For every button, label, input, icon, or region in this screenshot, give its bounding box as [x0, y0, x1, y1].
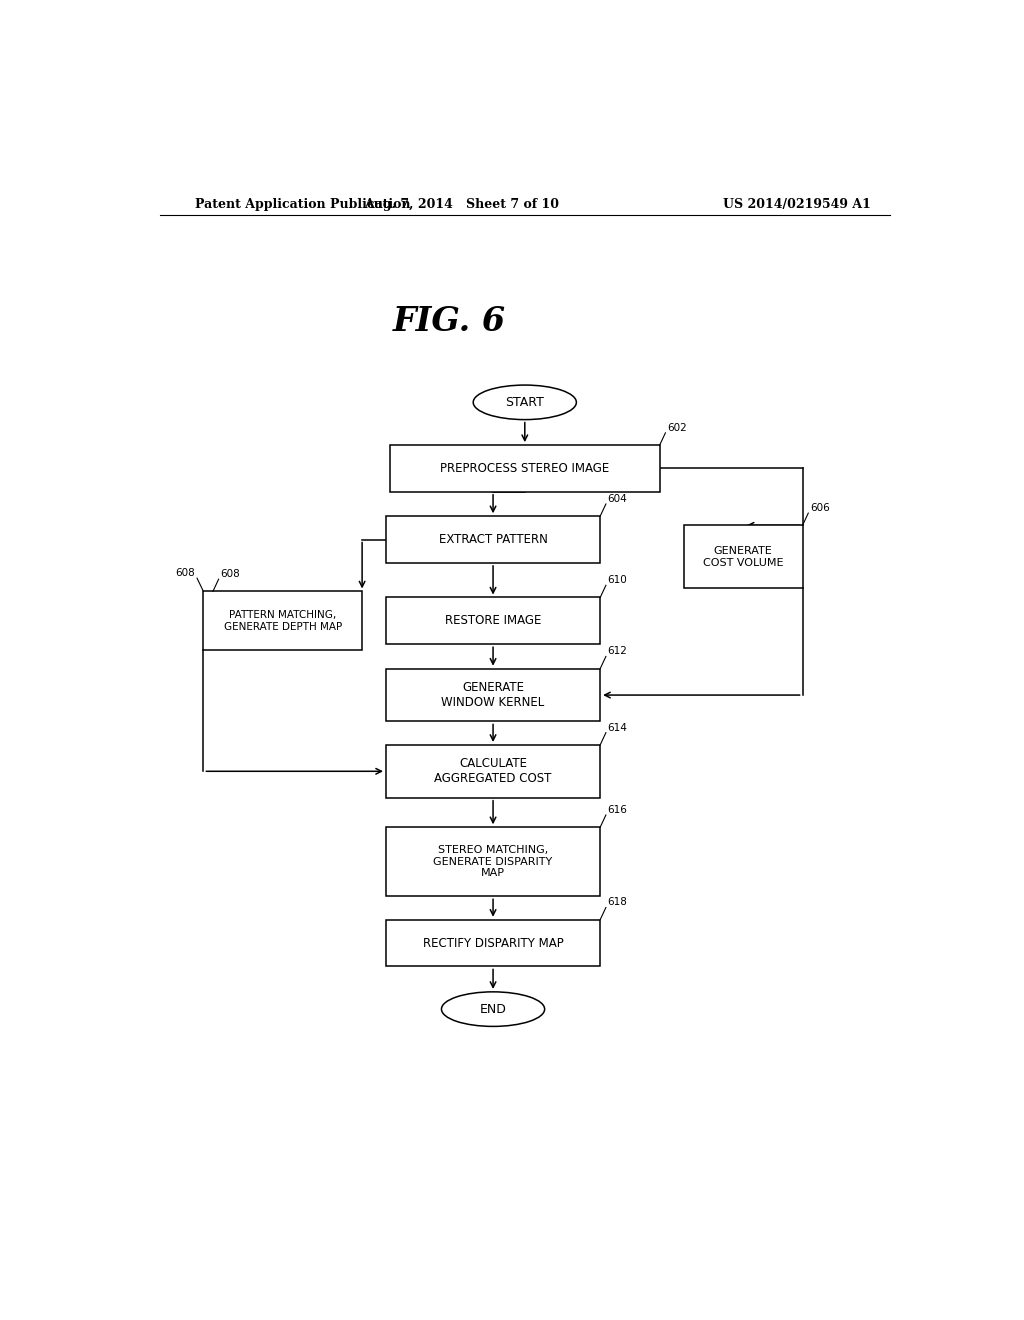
- Text: END: END: [479, 1003, 507, 1015]
- Text: RESTORE IMAGE: RESTORE IMAGE: [444, 614, 542, 627]
- Text: 604: 604: [607, 494, 628, 504]
- Text: CALCULATE
AGGREGATED COST: CALCULATE AGGREGATED COST: [434, 758, 552, 785]
- Text: GENERATE
COST VOLUME: GENERATE COST VOLUME: [702, 546, 783, 568]
- Text: 614: 614: [607, 722, 628, 733]
- Text: PREPROCESS STEREO IMAGE: PREPROCESS STEREO IMAGE: [440, 462, 609, 475]
- Text: 608: 608: [220, 569, 240, 579]
- Text: STEREO MATCHING,
GENERATE DISPARITY
MAP: STEREO MATCHING, GENERATE DISPARITY MAP: [433, 845, 553, 878]
- FancyBboxPatch shape: [204, 591, 362, 651]
- FancyBboxPatch shape: [386, 744, 600, 797]
- Text: START: START: [506, 396, 544, 409]
- Text: Aug. 7, 2014   Sheet 7 of 10: Aug. 7, 2014 Sheet 7 of 10: [364, 198, 559, 211]
- Text: 610: 610: [607, 576, 628, 585]
- Text: RECTIFY DISPARITY MAP: RECTIFY DISPARITY MAP: [423, 937, 563, 949]
- Text: 616: 616: [607, 805, 628, 814]
- Text: GENERATE
WINDOW KERNEL: GENERATE WINDOW KERNEL: [441, 681, 545, 709]
- Text: 606: 606: [810, 503, 829, 513]
- FancyBboxPatch shape: [684, 525, 803, 589]
- Ellipse shape: [441, 991, 545, 1027]
- FancyBboxPatch shape: [386, 516, 600, 562]
- FancyBboxPatch shape: [386, 920, 600, 966]
- FancyBboxPatch shape: [386, 598, 600, 644]
- FancyBboxPatch shape: [390, 445, 659, 492]
- Ellipse shape: [473, 385, 577, 420]
- Text: 608: 608: [176, 568, 196, 578]
- Text: 618: 618: [607, 898, 628, 907]
- FancyBboxPatch shape: [386, 669, 600, 722]
- Text: EXTRACT PATTERN: EXTRACT PATTERN: [438, 533, 548, 546]
- FancyBboxPatch shape: [386, 828, 600, 896]
- Text: 612: 612: [607, 647, 628, 656]
- Text: Patent Application Publication: Patent Application Publication: [196, 198, 411, 211]
- Text: 602: 602: [667, 422, 687, 433]
- Text: PATTERN MATCHING,
GENERATE DEPTH MAP: PATTERN MATCHING, GENERATE DEPTH MAP: [223, 610, 342, 632]
- Text: US 2014/0219549 A1: US 2014/0219549 A1: [723, 198, 871, 211]
- Text: FIG. 6: FIG. 6: [393, 305, 506, 338]
